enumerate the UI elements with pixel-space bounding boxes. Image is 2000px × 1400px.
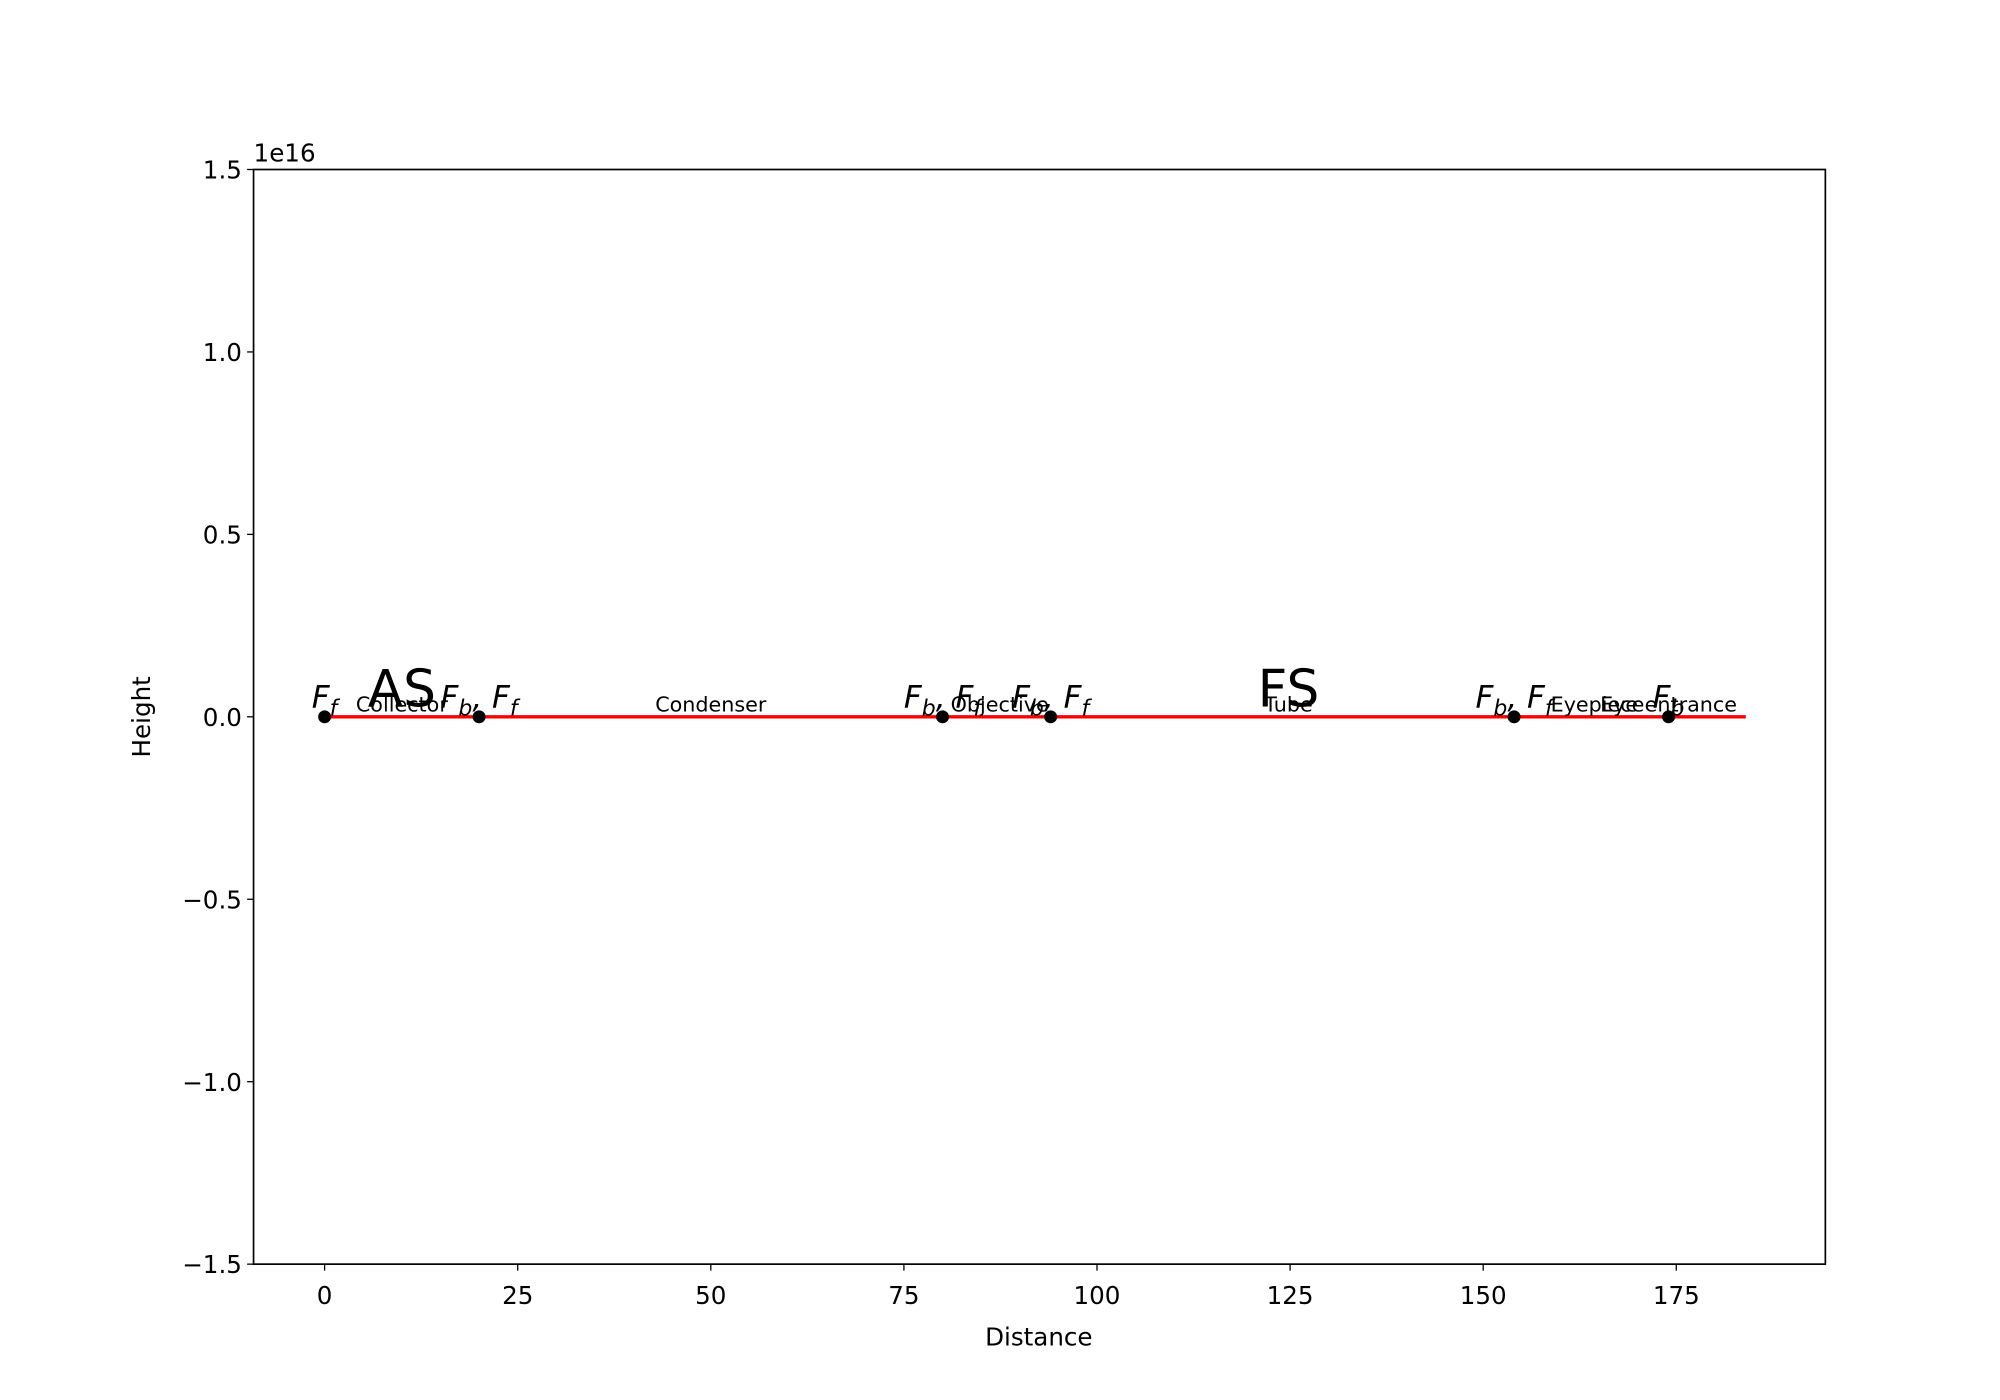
y-tick-label: −1.0 [182,1068,242,1097]
x-tick-label: 150 [1460,1281,1507,1310]
focal-point [472,710,486,724]
element-label: Eyepiece [1551,693,1645,717]
element-label: Objective [951,693,1049,717]
focal-point [1662,710,1676,724]
focal-label: Fb [1653,680,1685,722]
x-tick-label: 0 [317,1281,333,1310]
y-axis-label: Height [127,676,156,758]
element-label: Collector [356,693,448,717]
x-tick-label: 50 [695,1281,726,1310]
x-tick-label: 100 [1074,1281,1121,1310]
y-tick-label: 1.0 [203,338,242,367]
focal-label: Fb, Ff [904,680,984,722]
y-tick-label: 0.5 [203,520,242,549]
x-axis-label: Distance [985,1323,1092,1352]
y-tick-label: 1.5 [203,156,242,185]
focal-point [1507,710,1521,724]
element-label: Tube [1263,693,1312,717]
focal-point [936,710,949,724]
focal-label: Ff [312,680,341,722]
x-tick-label: 75 [888,1281,919,1310]
y-tick-label: 0.0 [203,703,242,732]
focal-point [318,710,332,724]
y-offset-label: 1e16 [254,139,316,168]
focal-label: Fb, Ff [441,680,521,722]
element-label: Condenser [655,693,767,717]
x-tick-label: 25 [502,1281,533,1310]
x-tick-label: 125 [1267,1281,1314,1310]
y-tick-label: −0.5 [182,885,242,914]
stop-label: AS [368,659,436,719]
focal-point [1044,710,1058,724]
stop-label: FS [1258,659,1320,719]
focal-label: Fb, Ff [1012,680,1092,722]
y-tick-label: −1.5 [182,1250,242,1279]
x-tick-label: 175 [1653,1281,1700,1310]
element-label: Eye entrance [1600,693,1737,717]
focal-label: Fb, Ff [1475,680,1555,722]
